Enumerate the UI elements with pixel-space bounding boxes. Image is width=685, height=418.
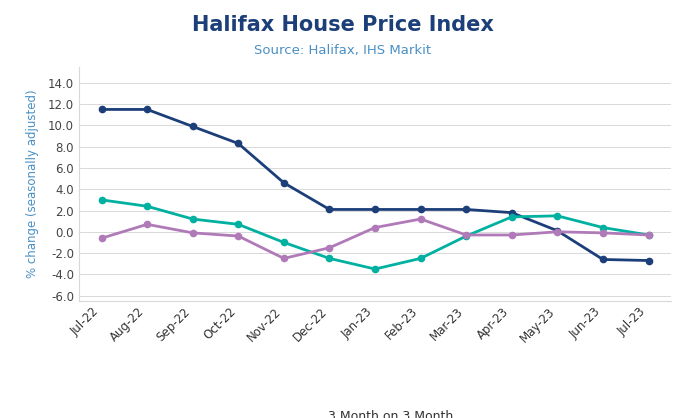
Annual % Change: [279, 180, 288, 185]
Annual % Change: [508, 210, 516, 215]
Annual % Change: [599, 257, 607, 262]
Annual % Change: [553, 228, 562, 233]
Monthly % Change: [462, 232, 471, 237]
Annual % Change: [645, 258, 653, 263]
3 Month on 3 Month
% Change: [508, 214, 516, 219]
Monthly % Change: [599, 230, 607, 235]
Annual % Change: [416, 207, 425, 212]
3 Month on 3 Month
% Change: [371, 267, 379, 272]
Monthly % Change: [371, 225, 379, 230]
3 Month on 3 Month
% Change: [553, 213, 562, 218]
Monthly % Change: [279, 256, 288, 261]
Monthly % Change: [325, 245, 334, 250]
3 Month on 3 Month
% Change: [143, 204, 151, 209]
Line: Annual % Change: Annual % Change: [99, 106, 651, 264]
Monthly % Change: [645, 232, 653, 237]
3 Month on 3 Month
% Change: [645, 232, 653, 237]
Legend: Annual % Change, 3 Month on 3 Month
% Change, Monthly % Change: Annual % Change, 3 Month on 3 Month % Ch…: [127, 410, 623, 418]
Line: Monthly % Change: Monthly % Change: [99, 216, 651, 262]
3 Month on 3 Month
% Change: [416, 256, 425, 261]
Annual % Change: [462, 207, 471, 212]
3 Month on 3 Month
% Change: [462, 234, 471, 239]
Monthly % Change: [143, 222, 151, 227]
Annual % Change: [325, 207, 334, 212]
Annual % Change: [188, 124, 197, 129]
Annual % Change: [143, 107, 151, 112]
Text: Halifax House Price Index: Halifax House Price Index: [192, 15, 493, 35]
Monthly % Change: [553, 229, 562, 234]
3 Month on 3 Month
% Change: [325, 256, 334, 261]
Annual % Change: [97, 107, 105, 112]
Annual % Change: [234, 141, 242, 146]
3 Month on 3 Month
% Change: [234, 222, 242, 227]
Monthly % Change: [97, 236, 105, 241]
3 Month on 3 Month
% Change: [599, 225, 607, 230]
Y-axis label: % change (seasonally adjusted): % change (seasonally adjusted): [27, 89, 40, 278]
Line: 3 Month on 3 Month
% Change: 3 Month on 3 Month % Change: [99, 197, 651, 272]
3 Month on 3 Month
% Change: [188, 217, 197, 222]
Monthly % Change: [416, 217, 425, 222]
3 Month on 3 Month
% Change: [97, 197, 105, 202]
Monthly % Change: [188, 230, 197, 235]
Annual % Change: [371, 207, 379, 212]
Monthly % Change: [234, 234, 242, 239]
3 Month on 3 Month
% Change: [279, 240, 288, 245]
Monthly % Change: [508, 232, 516, 237]
Text: Source: Halifax, IHS Markit: Source: Halifax, IHS Markit: [254, 44, 431, 57]
